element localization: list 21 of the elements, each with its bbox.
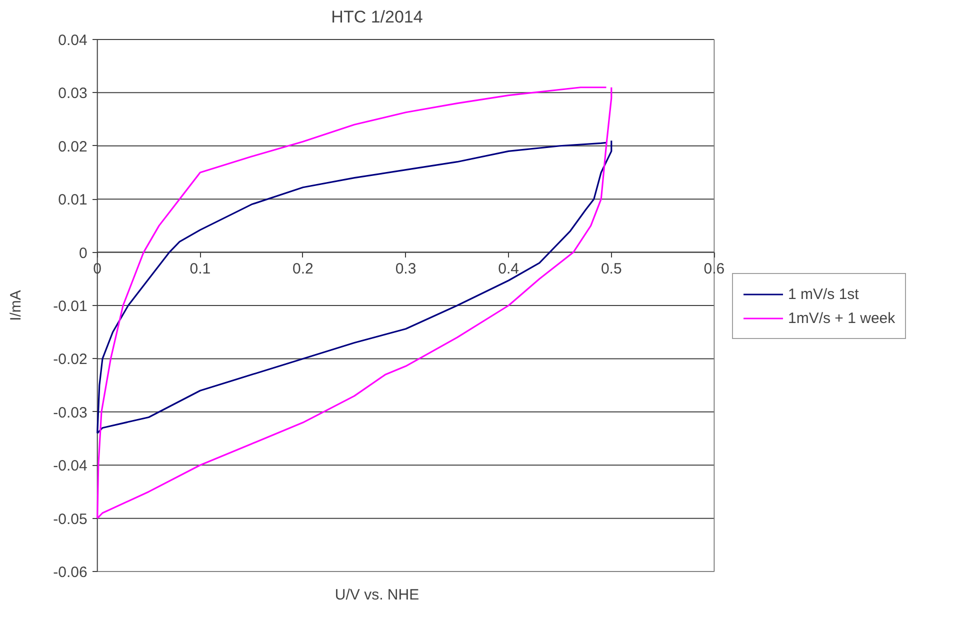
x-tick-label: 0.5: [600, 260, 622, 278]
x-tick-label: 0.4: [498, 260, 520, 278]
chart-title: HTC 1/2014: [331, 8, 423, 26]
y-tick-label: -0.06: [53, 564, 88, 582]
y-tick-label: 0.03: [58, 85, 88, 102]
y-tick-label: -0.03: [53, 404, 88, 422]
y-tick-label: 0: [79, 244, 88, 262]
x-tick-label: 0.2: [292, 260, 314, 278]
y-tick-label: -0.01: [53, 298, 88, 315]
y-tick-label: -0.05: [53, 510, 88, 528]
legend-label: 1 mV/s 1st: [788, 286, 859, 302]
x-tick-label: 0.1: [190, 260, 211, 278]
x-axis-title: U/V vs. NHE: [334, 586, 420, 604]
y-tick-label: -0.02: [53, 351, 88, 368]
x-tick-label: 0.3: [395, 260, 416, 278]
y-tick-label: 0.04: [58, 32, 88, 49]
y-tick-label: 0.02: [58, 138, 88, 156]
y-tick-label: -0.04: [53, 458, 88, 475]
legend-label: 1mV/s + 1 week: [788, 310, 896, 326]
y-axis-title: I/mA: [8, 290, 24, 321]
y-tick-label: 0.01: [58, 192, 88, 209]
